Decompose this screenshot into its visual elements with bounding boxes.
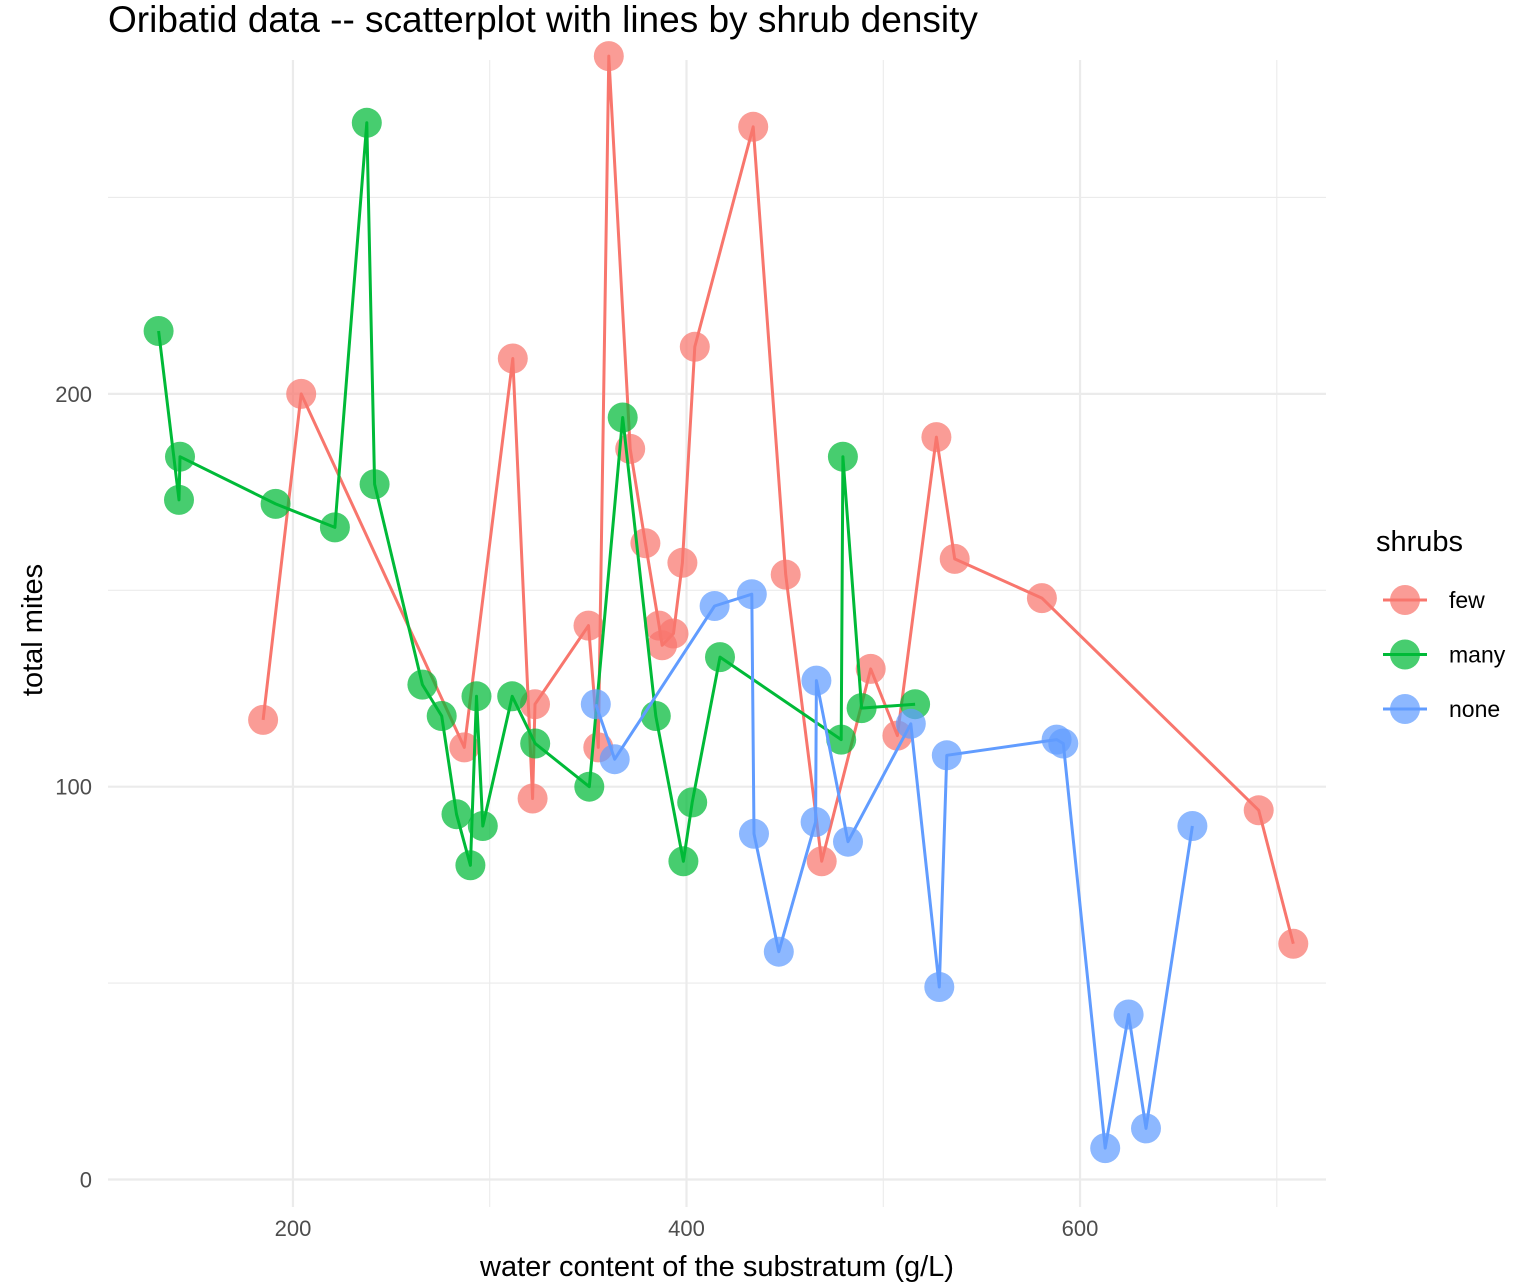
data-point-many	[826, 724, 857, 755]
legend-key-point	[1390, 694, 1420, 724]
data-point-many	[677, 787, 708, 818]
data-point-none	[580, 689, 611, 720]
data-point-none	[1090, 1133, 1121, 1164]
data-point-few	[939, 543, 970, 574]
data-point-few	[1026, 583, 1057, 614]
x-tick-label: 200	[275, 1216, 312, 1241]
data-point-many	[143, 316, 174, 346]
legend-key-point	[1390, 639, 1420, 670]
data-point-many	[497, 681, 528, 712]
data-point-many	[164, 484, 194, 515]
y-tick-label: 200	[55, 382, 92, 407]
data-point-many	[574, 771, 605, 802]
data-point-none	[924, 972, 955, 1002]
legend-label: none	[1449, 696, 1500, 722]
data-point-many	[359, 469, 390, 500]
data-point-many	[441, 799, 472, 830]
legend-label: many	[1449, 642, 1506, 668]
data-point-few	[286, 378, 317, 409]
data-point-many	[705, 642, 735, 673]
data-point-few	[517, 783, 548, 814]
data-point-many	[827, 441, 858, 472]
data-point-many	[319, 512, 350, 543]
data-point-few	[770, 559, 801, 590]
data-point-many	[640, 701, 671, 731]
series-many	[143, 107, 931, 881]
x-tick-label: 400	[668, 1216, 705, 1241]
x-tick-label: 600	[1062, 1216, 1099, 1241]
axis-ticks: 200 400 600 0 100 200	[55, 382, 1098, 1241]
data-point-many	[165, 441, 195, 472]
data-point-many	[846, 693, 877, 724]
data-point-many	[407, 669, 438, 700]
data-point-few	[855, 653, 886, 684]
data-point-many	[668, 846, 699, 877]
data-point-few	[593, 41, 624, 72]
legend-title: shrubs	[1376, 526, 1463, 558]
chart-title: Oribatid data -- scatterplot with lines …	[108, 0, 978, 40]
data-point-many	[455, 850, 486, 881]
data-point-many	[351, 107, 382, 138]
data-point-none	[763, 936, 794, 967]
data-point-none	[736, 579, 767, 610]
data-point-few	[1278, 928, 1309, 959]
data-point-many	[461, 681, 492, 712]
legend-key-point	[1390, 585, 1420, 615]
data-point-none	[801, 665, 832, 696]
data-point-many	[260, 488, 291, 519]
data-point-few	[520, 689, 550, 720]
data-point-none	[699, 591, 730, 621]
series-few	[248, 41, 1309, 959]
data-point-none	[599, 744, 630, 775]
data-point-none	[1113, 999, 1144, 1030]
x-axis-title: water content of the substratum (g/L)	[479, 1251, 954, 1283]
data-point-none	[739, 818, 769, 849]
y-axis-title: total mites	[17, 564, 49, 696]
data-point-few	[573, 610, 604, 641]
data-point-few	[497, 343, 528, 374]
legend-item-none: none	[1383, 694, 1500, 724]
plot-series	[143, 41, 1309, 1164]
data-point-none	[931, 740, 962, 771]
data-point-many	[467, 811, 498, 841]
data-point-few	[921, 422, 952, 453]
data-point-none	[1048, 728, 1079, 759]
data-point-none	[833, 826, 863, 857]
data-point-few	[1243, 795, 1274, 826]
data-point-none	[800, 807, 831, 837]
data-point-few	[806, 846, 837, 877]
legend: shrubs few many none	[1376, 526, 1506, 724]
legend-item-many: many	[1383, 639, 1506, 670]
data-point-none	[1131, 1113, 1161, 1144]
y-tick-label: 0	[80, 1168, 92, 1193]
data-point-few	[615, 433, 646, 464]
data-point-many	[607, 402, 638, 433]
data-point-few	[658, 618, 689, 649]
data-point-few	[738, 111, 769, 142]
series-none	[580, 579, 1208, 1164]
data-point-many	[426, 701, 457, 731]
data-point-none	[895, 708, 926, 739]
data-point-none	[1177, 811, 1208, 841]
data-point-few	[679, 331, 710, 362]
legend-label: few	[1449, 587, 1485, 613]
data-point-few	[449, 732, 480, 763]
data-point-many	[520, 728, 551, 759]
data-point-few	[667, 547, 698, 578]
series-line-few	[261, 54, 1295, 945]
y-tick-label: 100	[55, 775, 92, 800]
plot-grid	[108, 60, 1326, 1207]
data-point-few	[248, 704, 279, 735]
legend-item-few: few	[1383, 585, 1485, 615]
